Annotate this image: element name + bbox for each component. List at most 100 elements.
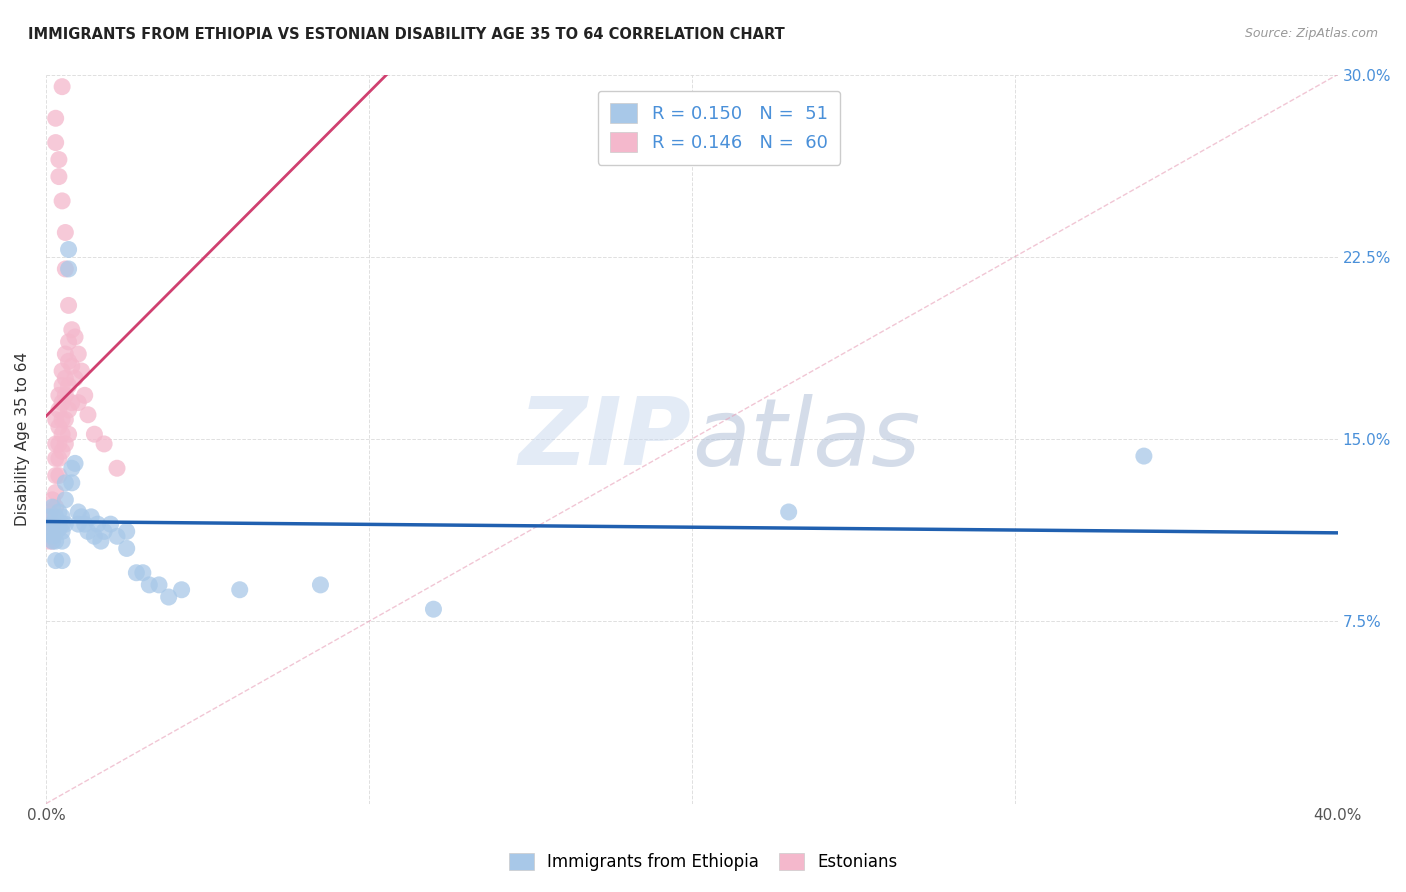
Point [778, 505, 800, 519]
Point [93, 524, 115, 539]
Point [38, 517, 60, 532]
Point [38, 509, 60, 524]
Point [51, 412, 73, 426]
Point [51, 524, 73, 539]
Point [41, 500, 63, 515]
Point [45, 451, 67, 466]
Point [83, 427, 105, 442]
Legend: Immigrants from Ethiopia, Estonians: Immigrants from Ethiopia, Estonians [501, 845, 905, 880]
Point [53, 492, 76, 507]
Point [148, 578, 170, 592]
Point [38, 505, 60, 519]
Point [77, 524, 100, 539]
Point [53, 475, 76, 490]
Point [45, 509, 67, 524]
Point [41, 534, 63, 549]
Point [48, 468, 70, 483]
Point [115, 541, 138, 556]
Point [132, 566, 155, 580]
Point [51, 364, 73, 378]
Point [60, 461, 83, 475]
Point [77, 408, 100, 422]
Text: Source: ZipAtlas.com: Source: ZipAtlas.com [1244, 27, 1378, 40]
Text: atlas: atlas [692, 393, 920, 484]
Point [41, 534, 63, 549]
Point [41, 492, 63, 507]
Point [53, 226, 76, 240]
Point [48, 403, 70, 417]
Point [45, 485, 67, 500]
Point [48, 388, 70, 402]
Point [60, 475, 83, 490]
Point [90, 534, 112, 549]
Point [53, 347, 76, 361]
Point [38, 524, 60, 539]
Point [45, 136, 67, 150]
Point [67, 517, 90, 532]
Point [63, 371, 86, 385]
Point [41, 517, 63, 532]
Point [41, 529, 63, 543]
Point [38, 524, 60, 539]
Point [93, 437, 115, 451]
Point [63, 330, 86, 344]
Point [58, 298, 80, 312]
Point [63, 456, 86, 470]
Point [309, 578, 332, 592]
Point [53, 412, 76, 426]
Point [48, 517, 70, 532]
Point [80, 509, 103, 524]
Point [67, 505, 90, 519]
Point [51, 517, 73, 532]
Point [60, 359, 83, 373]
Point [48, 437, 70, 451]
Point [73, 517, 96, 532]
Point [41, 529, 63, 543]
Point [41, 509, 63, 524]
Point [58, 354, 80, 368]
Point [41, 524, 63, 539]
Point [83, 529, 105, 543]
Point [48, 522, 70, 536]
Legend: R = 0.150   N =  51, R = 0.146   N =  60: R = 0.150 N = 51, R = 0.146 N = 60 [598, 91, 841, 165]
Point [53, 437, 76, 451]
Point [67, 347, 90, 361]
Point [115, 524, 138, 539]
Point [170, 582, 193, 597]
Point [48, 420, 70, 434]
Point [70, 509, 93, 524]
Point [58, 262, 80, 277]
Point [70, 364, 93, 378]
Point [53, 517, 76, 532]
Point [48, 153, 70, 167]
Point [53, 371, 76, 385]
Point [48, 505, 70, 519]
Point [45, 553, 67, 567]
Point [58, 403, 80, 417]
Point [58, 334, 80, 349]
Point [51, 534, 73, 549]
Point [48, 451, 70, 466]
Point [51, 553, 73, 567]
Point [45, 437, 67, 451]
Point [105, 529, 128, 543]
Point [38, 534, 60, 549]
Point [60, 323, 83, 337]
Point [45, 112, 67, 126]
Text: ZIP: ZIP [519, 393, 692, 485]
Point [45, 524, 67, 539]
Point [53, 262, 76, 277]
Point [45, 468, 67, 483]
Point [51, 427, 73, 442]
Point [58, 378, 80, 392]
Point [51, 509, 73, 524]
Point [228, 582, 250, 597]
Point [73, 388, 96, 402]
Point [51, 395, 73, 409]
Point [45, 500, 67, 515]
Point [51, 194, 73, 208]
Point [53, 388, 76, 402]
Point [48, 169, 70, 184]
Point [51, 79, 73, 94]
Point [67, 395, 90, 409]
